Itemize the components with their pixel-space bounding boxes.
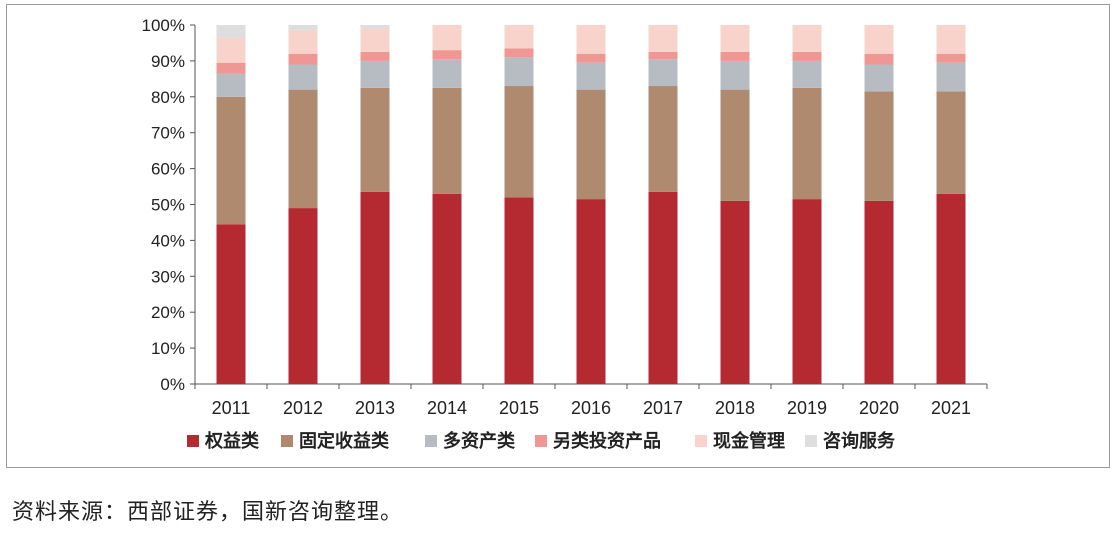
legend-swatch	[187, 435, 199, 447]
bar-segment	[360, 191, 390, 384]
bar-segment	[288, 64, 318, 90]
bar-segment	[864, 25, 894, 54]
legend-label: 多资产类	[443, 430, 516, 452]
y-tick-label: 20%	[151, 303, 185, 322]
bar-segment	[576, 62, 606, 90]
bar-segment	[792, 87, 822, 200]
bar-segment	[648, 86, 678, 192]
bar-segment	[504, 197, 534, 384]
bar-segment	[288, 89, 318, 209]
bar-segment	[864, 200, 894, 384]
bar-segment	[360, 25, 390, 29]
bar-segment	[216, 25, 246, 38]
bar-segment	[792, 60, 822, 88]
x-tick-label: 2016	[571, 398, 611, 418]
bar-segment	[792, 25, 822, 52]
legend-label: 咨询服务	[823, 430, 896, 452]
bar-segment	[432, 87, 462, 194]
y-tick-label: 60%	[151, 160, 185, 179]
x-tick-label: 2011	[212, 398, 251, 418]
legend-swatch	[805, 435, 817, 447]
bar-segment	[936, 62, 966, 92]
legend-swatch	[425, 435, 437, 447]
legend-swatch	[535, 435, 547, 447]
y-tick-label: 70%	[151, 124, 185, 143]
legend-label: 权益类	[204, 430, 260, 452]
x-tick-label: 2020	[859, 398, 899, 418]
bar-segment	[288, 30, 318, 54]
legend-swatch	[695, 435, 707, 447]
bar-segment	[216, 73, 246, 97]
bar-segment	[432, 59, 462, 88]
bar-segment	[720, 200, 750, 384]
bar-segment	[864, 91, 894, 201]
bar-segment	[864, 53, 894, 65]
bar-segment	[432, 25, 462, 51]
x-tick-label: 2018	[715, 398, 755, 418]
bar-segment	[360, 87, 390, 192]
bar-segment	[936, 53, 966, 63]
bar-segment	[432, 193, 462, 384]
bar-segment	[432, 50, 462, 60]
bar-segment	[216, 37, 246, 63]
bar-segment	[576, 199, 606, 384]
bar-segment	[360, 28, 390, 52]
x-tick-label: 2021	[931, 398, 971, 418]
bar-segment	[936, 91, 966, 194]
x-tick-label: 2019	[787, 398, 827, 418]
bar-segment	[504, 25, 534, 49]
bar-segment	[720, 25, 750, 52]
bar-segment	[576, 25, 606, 54]
bar-segment	[216, 224, 246, 384]
x-tick-label: 2017	[643, 398, 683, 418]
legend-label: 另类投资产品	[553, 430, 661, 452]
bar-segment	[216, 62, 246, 74]
bar-segment	[864, 64, 894, 92]
legend-label: 固定收益类	[299, 430, 390, 452]
y-tick-label: 50%	[151, 196, 185, 215]
bar-segment	[648, 25, 678, 52]
bar-segment	[720, 51, 750, 61]
bar-segment	[504, 86, 534, 198]
bar-segment	[504, 57, 534, 87]
y-tick-label: 40%	[151, 231, 185, 250]
chart-frame: 0% 10% 20% 30% 40% 50% 60% 70% 80% 90% 100% 2011 201…	[6, 4, 1110, 468]
bar-segment	[288, 208, 318, 384]
x-tick-label: 2014	[427, 398, 467, 418]
bar-segment	[288, 53, 318, 65]
x-tick-label: 2013	[355, 398, 395, 418]
x-tick-label: 2012	[283, 398, 323, 418]
bar-segment	[576, 53, 606, 63]
bar-segment	[720, 60, 750, 90]
y-tick-label: 80%	[151, 88, 185, 107]
bar-segment	[288, 25, 318, 31]
bar-segment	[360, 60, 390, 88]
bar-segment	[936, 193, 966, 384]
legend-label: 现金管理	[713, 430, 785, 452]
y-tick-label: 90%	[151, 52, 185, 71]
stacked-bar-chart: 0% 10% 20% 30% 40% 50% 60% 70% 80% 90% 100% 2011 201…	[142, 16, 988, 452]
bar-segment	[936, 25, 966, 54]
y-tick-label: 0%	[160, 375, 185, 394]
bar-segment	[216, 96, 246, 225]
bar-segment	[576, 89, 606, 200]
bar-segment	[648, 191, 678, 384]
x-tick-label: 2015	[499, 398, 539, 418]
bar-segment	[360, 51, 390, 61]
bar-segment	[792, 51, 822, 61]
legend-swatch	[281, 435, 293, 447]
y-tick-label: 10%	[151, 339, 185, 358]
bar-segment	[648, 51, 678, 60]
bar-segment	[792, 199, 822, 384]
y-tick-label: 100%	[142, 16, 185, 35]
bar-segment	[504, 48, 534, 58]
bar-segment	[720, 89, 750, 201]
y-tick-label: 30%	[151, 267, 185, 286]
bar-segment	[648, 59, 678, 87]
source-note: 资料来源：西部证券，国新咨询整理。	[12, 500, 404, 525]
